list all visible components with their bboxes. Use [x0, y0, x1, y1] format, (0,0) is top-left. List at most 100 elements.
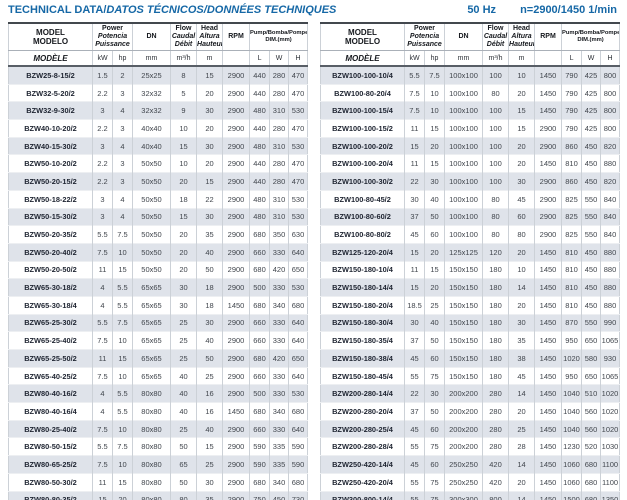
value-cell: 1100	[600, 473, 620, 491]
value-cell: 50x50	[132, 225, 171, 244]
value-cell: 1450	[534, 437, 562, 456]
value-cell: 4	[92, 296, 113, 315]
value-cell: 30	[404, 314, 425, 332]
table-row: BZW65-25-30/2 5.5 7.5 65x65 25 30 2900 660 330 64…	[8, 314, 308, 332]
flow-header-es: Caudal	[483, 33, 508, 40]
model-cell: BZW100-100-15/2	[332, 123, 393, 133]
value-cell: 1065	[600, 367, 620, 385]
value-cell: 40	[196, 331, 223, 350]
value-cell: 1450	[534, 84, 562, 102]
value-cell: 50x50	[132, 190, 171, 208]
value-cell: 100	[482, 137, 509, 155]
value-cell: 180	[482, 278, 509, 297]
table-row: BZW80-80-35/2 15 20 80x80 80 35 2900 750 450 730	[8, 491, 308, 500]
value-cell: 1450	[534, 331, 562, 350]
value-cell: 450	[581, 243, 601, 262]
value-cell: 2900	[222, 172, 250, 191]
value-cell: 30	[404, 190, 425, 208]
value-cell: 150x150	[444, 296, 483, 315]
value-cell: 10	[111, 367, 133, 385]
value-cell: 50x50	[132, 154, 171, 173]
value-cell: 18	[170, 190, 197, 208]
model-header-en: MODEL	[36, 28, 65, 37]
model-cell: BZW80-25-40/2	[24, 424, 77, 434]
value-cell: 7.5	[404, 101, 425, 120]
value-cell: 18.5	[404, 296, 425, 315]
value-cell: 200x200	[444, 420, 483, 438]
value-cell: 10	[111, 420, 133, 438]
value-cell: 630	[288, 225, 308, 244]
model-cell: BZW250-420-14/4	[332, 459, 393, 469]
table-row: BZW65-30-18/4 4 5.5 65x65 30 18 1450 680 340 680	[8, 296, 308, 315]
value-cell: 2900	[222, 154, 250, 173]
value-cell: 7.5	[92, 331, 113, 350]
value-cell: 25	[423, 296, 445, 315]
value-cell: 640	[288, 420, 308, 438]
value-cell: 180	[482, 367, 509, 385]
value-cell: 40	[170, 367, 197, 385]
dimensions-column-header: Pump/Bomba/Pompe DIM.(mm)	[561, 23, 620, 51]
value-cell: 440	[249, 66, 270, 85]
value-cell: 30	[423, 384, 445, 403]
value-cell: 7.5	[92, 420, 113, 438]
value-cell: 55	[404, 437, 425, 456]
value-cell: 30	[508, 172, 535, 191]
table-row: BZW65-25-40/2 7.5 10 65x65 25 40 2900 660 330 640	[8, 331, 308, 350]
value-cell: 65x65	[132, 367, 171, 385]
value-cell: 100x100	[444, 66, 483, 85]
left-table-body: BZW25-8-15/2 1.5 2 25x25 8 15 2900 440 280 470 BZW…	[8, 66, 308, 500]
value-cell: 50	[170, 473, 197, 491]
value-cell: 280	[482, 384, 509, 403]
value-cell: 5.5	[92, 314, 113, 332]
model-cell: BZW100-80-45/2	[334, 194, 391, 204]
value-cell: 1450	[534, 66, 562, 85]
value-cell: 530	[288, 208, 308, 226]
value-cell: 45	[508, 190, 535, 208]
table-row: BZW100-80-20/4 7.5 10 100x100 80 20 1450 790 425…	[320, 84, 620, 102]
value-cell: 100x100	[444, 225, 483, 244]
width-unit: W	[269, 50, 289, 67]
value-cell: 32x32	[132, 84, 171, 102]
value-cell: 15	[196, 66, 223, 85]
value-cell: 80	[482, 190, 509, 208]
title-translations: DATOS TÉCNICOS/DONNÉES TECHNIQUES	[106, 4, 337, 16]
value-cell: 590	[249, 437, 270, 456]
value-cell: 300x300	[444, 491, 483, 500]
value-cell: 800	[600, 84, 620, 102]
value-cell: 37	[404, 331, 425, 350]
value-cell: 25x25	[132, 66, 171, 85]
value-cell: 440	[249, 154, 270, 173]
value-cell: 2900	[222, 367, 250, 385]
value-cell: 425	[581, 101, 601, 120]
value-cell: 335	[269, 437, 289, 456]
value-cell: 480	[249, 190, 270, 208]
table-row: BZW100-100-30/2 22 30 100x100 100 30 2900 860 45…	[320, 172, 620, 191]
value-cell: 65x65	[132, 314, 171, 332]
table-row: BZW32-5-20/2 2.2 3 32x32 5 20 2900 440 280 470	[8, 84, 308, 102]
value-cell: 20	[508, 402, 535, 421]
value-cell: 20	[196, 119, 223, 138]
value-cell: 100	[482, 66, 509, 85]
value-cell: 420	[482, 473, 509, 491]
dim-header-unit: DIM.(mm)	[265, 37, 292, 43]
value-cell: 15	[508, 101, 535, 120]
value-cell: 550	[581, 225, 601, 244]
value-cell: 14	[508, 278, 535, 297]
value-cell: 280	[269, 119, 289, 138]
value-cell: 7.5	[92, 243, 113, 262]
value-cell: 18	[196, 278, 223, 297]
value-cell: 15	[196, 172, 223, 191]
value-cell: 30	[196, 473, 223, 491]
value-cell: 150x150	[444, 349, 483, 368]
value-cell: 20	[508, 243, 535, 262]
value-cell: 870	[561, 314, 582, 332]
model-cell: BZW80-40-16/4	[24, 406, 77, 416]
head-header-en: Head	[512, 25, 531, 32]
value-cell: 680	[249, 225, 270, 244]
value-cell: 80x80	[132, 402, 171, 421]
value-cell: 2900	[534, 225, 562, 244]
flow-unit: m³/h	[170, 50, 197, 67]
model-cell: BZW150-180-14/4	[332, 283, 393, 293]
value-cell: 10	[508, 261, 535, 279]
value-cell: 10	[423, 101, 445, 120]
